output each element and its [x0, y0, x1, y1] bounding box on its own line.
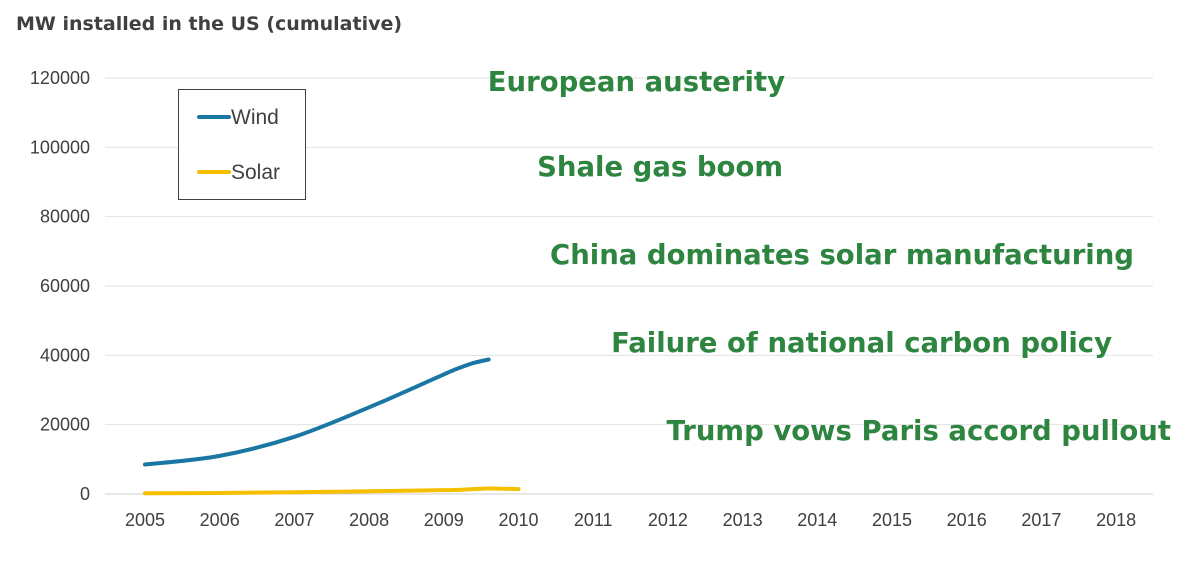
series-line-wind [143, 357, 491, 467]
x-tick-label: 2010 [498, 510, 538, 530]
x-tick-label: 2012 [648, 510, 688, 530]
x-tick-label: 2013 [723, 510, 763, 530]
y-tick-label: 120000 [30, 68, 90, 88]
x-tick-label: 2005 [125, 510, 165, 530]
x-tick-label: 2011 [574, 510, 613, 530]
annotation-text: China dominates solar manufacturing [550, 239, 1134, 271]
y-tick-label: 80000 [40, 207, 90, 227]
y-tick-label: 40000 [40, 345, 90, 365]
x-tick-label: 2016 [947, 510, 987, 530]
x-tick-label: 2008 [349, 510, 389, 530]
annotation-text: Failure of national carbon policy [611, 327, 1112, 359]
x-axis-labels: 2005 2006 2007 2008 2009 2010 2011 2012 2013 2014… [125, 510, 1136, 530]
legend-box [178, 89, 306, 200]
x-tick-label: 2017 [1021, 510, 1061, 530]
y-tick-label: 100000 [30, 137, 90, 157]
annotations: European austerity Shale gas boom China do… [488, 66, 1171, 447]
y-tick-label: 20000 [40, 415, 90, 435]
annotation-text: Trump vows Paris accord pullout [667, 415, 1171, 447]
legend: Wind Solar [178, 89, 306, 200]
annotation-text: Shale gas boom [537, 151, 783, 183]
x-tick-label: 2009 [424, 510, 464, 530]
y-axis-labels: 0 20000 40000 60000 80000 100000 120000 [30, 68, 90, 504]
x-tick-label: 2014 [797, 510, 837, 530]
x-tick-label: 2015 [872, 510, 912, 530]
series-lines [143, 357, 521, 496]
x-tick-label: 2018 [1096, 510, 1136, 530]
y-tick-label: 60000 [40, 276, 90, 296]
series-line-solar [143, 486, 521, 496]
annotation-text: European austerity [488, 66, 785, 98]
chart-title: MW installed in the US (cumulative) [16, 13, 402, 35]
legend-label-solar: Solar [231, 161, 280, 184]
legend-label-wind: Wind [231, 106, 279, 129]
x-tick-label: 2007 [274, 510, 314, 530]
x-tick-label: 2006 [200, 510, 240, 530]
y-tick-label: 0 [80, 484, 90, 504]
